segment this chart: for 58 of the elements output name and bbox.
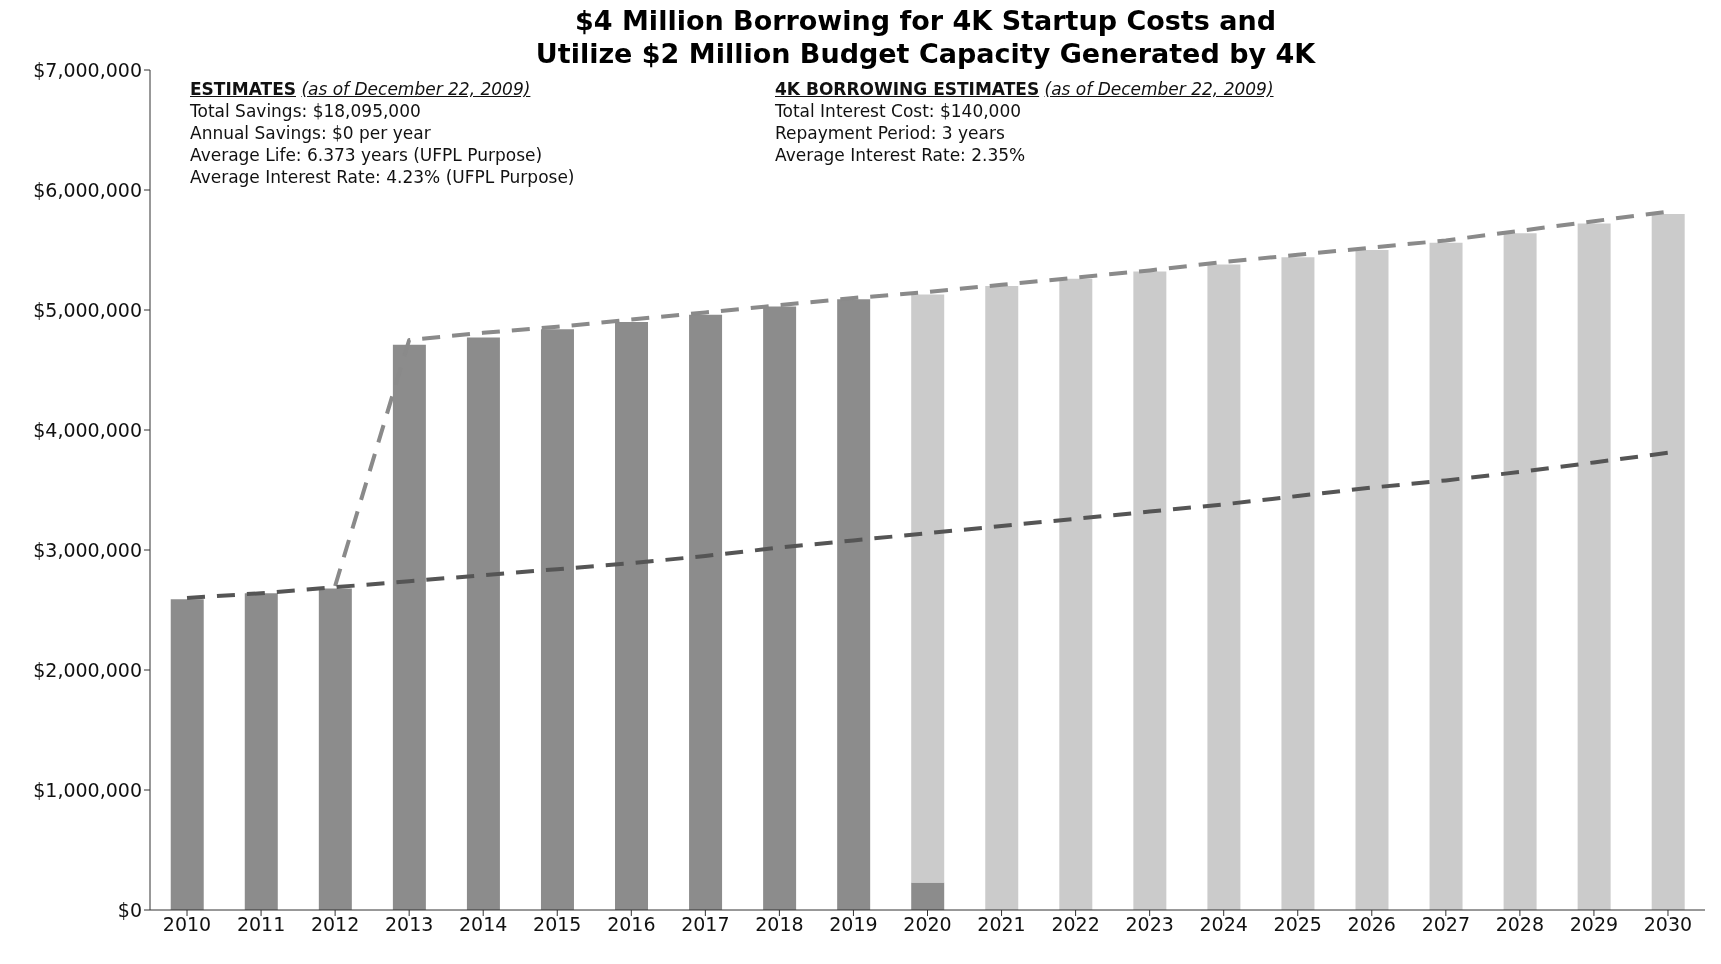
annotation: Average Interest Rate: 4.23% (UFPL Purpose)	[190, 166, 575, 188]
bar	[911, 882, 945, 910]
x-tick-label: 2024	[1199, 913, 1248, 936]
x-tick-label: 2010	[162, 913, 212, 936]
bar	[1281, 257, 1315, 910]
annotation: 4K BORROWING ESTIMATES	[775, 79, 1040, 99]
bar	[244, 593, 278, 910]
bar	[1355, 250, 1389, 910]
bar	[1651, 214, 1685, 910]
y-tick-label: $5,000,000	[33, 298, 142, 321]
y-tick-label: $2,000,000	[33, 658, 142, 681]
x-tick-label: 2021	[977, 913, 1026, 936]
annotation: Total Savings: $18,095,000	[190, 100, 422, 122]
y-tick-label: $1,000,000	[33, 778, 142, 801]
x-tick-label: 2023	[1125, 913, 1174, 936]
x-tick-label: 2011	[236, 913, 286, 936]
bar	[170, 599, 204, 910]
bar	[911, 294, 945, 883]
x-tick-label: 2020	[903, 913, 952, 936]
x-tick-label: 2017	[681, 913, 730, 936]
bar	[318, 588, 352, 910]
bar	[1133, 271, 1167, 910]
bar	[1059, 278, 1093, 910]
bar	[1503, 233, 1537, 910]
annotation: Average Life: 6.373 years (UFPL Purpose)	[190, 144, 544, 166]
annotation: Total Interest Cost: $140,000	[775, 100, 1023, 122]
bar	[1577, 223, 1611, 910]
annotation: ESTIMATES	[190, 79, 296, 99]
annotation: (as of December 22, 2009)	[301, 79, 531, 99]
y-tick-label: $0	[117, 898, 142, 921]
bar	[466, 337, 500, 910]
x-tick-label: 2013	[384, 913, 434, 936]
x-tick-label: 2012	[310, 913, 360, 936]
x-tick-label: 2018	[755, 913, 804, 936]
bar	[1429, 242, 1463, 910]
line-series	[185, 450, 1670, 600]
x-tick-label: 2019	[829, 913, 878, 936]
annotation: (as of December 22, 2009)	[1044, 79, 1274, 99]
annotation: Average Interest Rate: 2.35%	[775, 144, 1027, 166]
annotation: Annual Savings: $0 per year	[190, 122, 432, 144]
x-tick-label: 2030	[1643, 913, 1693, 936]
x-tick-label: 2028	[1495, 913, 1545, 936]
y-tick-label: $6,000,000	[33, 178, 142, 201]
chart-title: $4 Million Borrowing for 4K Startup Costs and Utilize $2 Million Budget Capacity Generated by 4K	[534, 4, 1317, 69]
x-tick-label: 2027	[1421, 913, 1471, 936]
y-tick-label: $7,000,000	[33, 58, 142, 81]
y-tick-label: $3,000,000	[33, 538, 142, 561]
x-tick-label: 2014	[459, 913, 508, 936]
y-tick-label: $4,000,000	[33, 418, 142, 441]
x-tick-label: 2016	[607, 913, 656, 936]
x-tick-label: 2015	[533, 913, 582, 936]
x-tick-label: 2022	[1051, 913, 1100, 936]
annotation: Repayment Period: 3 years	[775, 122, 1006, 144]
bar	[1207, 264, 1241, 910]
x-tick-label: 2025	[1273, 913, 1322, 936]
x-tick-label: 2026	[1347, 913, 1396, 936]
bar	[985, 286, 1019, 910]
x-tick-label: 2029	[1569, 913, 1619, 936]
